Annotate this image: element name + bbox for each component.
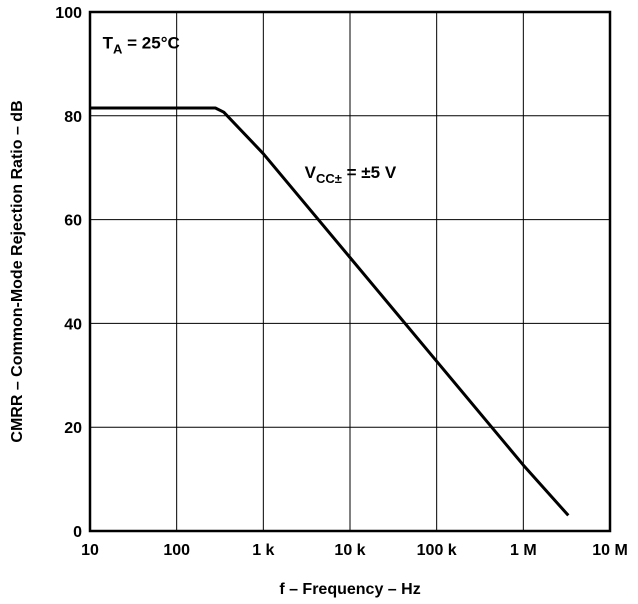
y-tick-label: 100 xyxy=(55,5,82,22)
ta-sub: A xyxy=(113,41,123,56)
x-tick-label: 1 k xyxy=(252,542,274,559)
vcc-sub: CC± xyxy=(316,171,342,186)
x-tick-label: 1 M xyxy=(510,542,537,559)
ta-rest: = 25°C xyxy=(122,33,179,52)
grid xyxy=(89,11,611,532)
vcc-main: V xyxy=(305,163,317,182)
x-tick-label: 10 M xyxy=(592,542,628,559)
cmrr-curve xyxy=(90,106,570,517)
y-tick-label: 0 xyxy=(73,524,82,541)
y-tick-label: 80 xyxy=(64,109,82,126)
x-axis-title: f – Frequency – Hz xyxy=(279,581,420,598)
supply-voltage-annotation: VCC± = ±5 V xyxy=(305,163,397,186)
x-tick-label: 100 k xyxy=(417,542,457,559)
vcc-rest: = ±5 V xyxy=(342,163,397,182)
y-tick-label: 60 xyxy=(64,213,82,230)
y-tick-label: 20 xyxy=(64,420,82,437)
plot-frame xyxy=(88,10,612,533)
x-tick-label: 10 xyxy=(81,542,99,559)
x-tick-labels: 10 100 1 k 10 k 100 k 1 M 10 M xyxy=(81,542,628,559)
y-axis-title: CMRR – Common-Mode Rejection Ratio – dB xyxy=(9,100,26,442)
ambient-temp-annotation: TA = 25°C xyxy=(103,33,180,56)
y-tick-labels: 0 20 40 60 80 100 xyxy=(55,5,82,541)
x-tick-label: 10 k xyxy=(334,542,365,559)
x-tick-label: 100 xyxy=(163,542,190,559)
y-tick-label: 40 xyxy=(64,316,82,333)
ta-main: T xyxy=(103,33,114,52)
